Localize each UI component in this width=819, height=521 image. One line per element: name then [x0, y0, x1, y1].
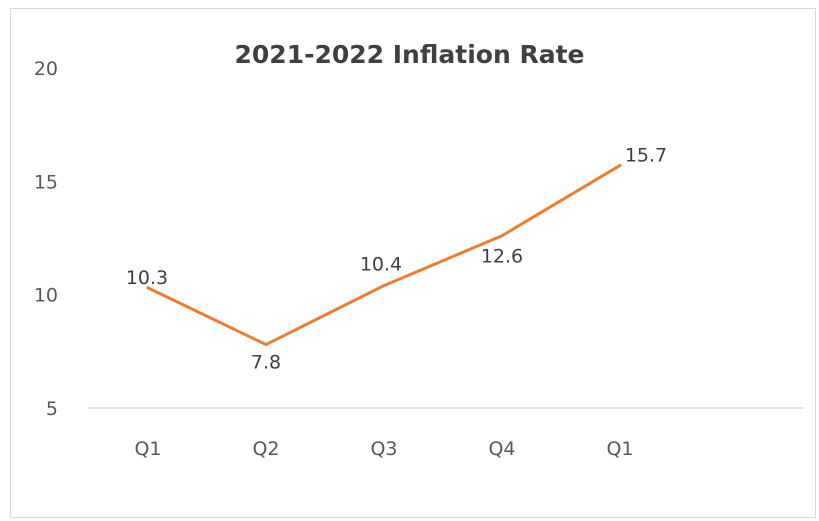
x-tick-label: Q2: [252, 438, 279, 460]
data-label: 12.6: [481, 246, 523, 268]
x-tick-label: Q4: [488, 438, 515, 460]
y-tick-label: 10: [34, 285, 58, 307]
data-point: [382, 284, 386, 288]
y-tick-label: 5: [46, 398, 58, 420]
data-label: 15.7: [625, 144, 667, 166]
data-label: 10.4: [360, 254, 402, 276]
data-point: [264, 343, 268, 347]
x-tick-label: Q1: [606, 438, 633, 460]
y-tick-label: 15: [34, 171, 58, 193]
chart-area: [10, 8, 816, 518]
x-tick-label: Q3: [370, 438, 397, 460]
x-tick-label: Q1: [134, 438, 161, 460]
chart-title: 2021-2022 Inflation Rate: [234, 40, 585, 69]
y-tick-label: 20: [34, 58, 58, 80]
data-label: 10.3: [126, 267, 168, 289]
data-point: [500, 234, 504, 238]
data-point: [146, 286, 150, 290]
data-point: [618, 163, 622, 167]
data-label: 7.8: [251, 352, 281, 374]
